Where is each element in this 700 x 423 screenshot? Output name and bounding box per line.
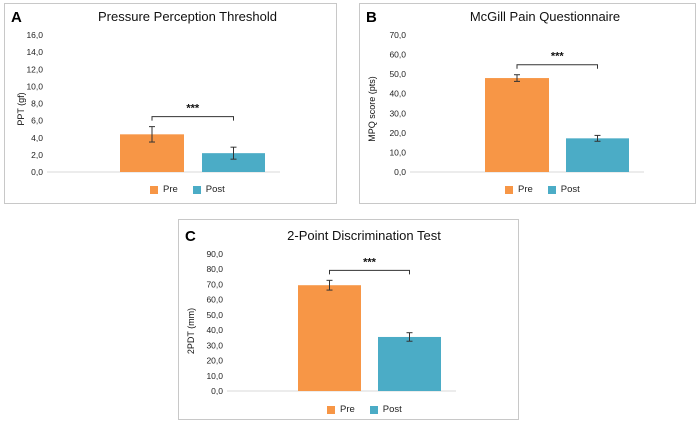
y-tick-label: 30,0	[206, 340, 223, 350]
y-tick-label: 70,0	[389, 30, 406, 40]
legend-swatch-pre	[327, 405, 335, 414]
y-tick-label: 50,0	[206, 310, 223, 320]
y-tick-label: 10,0	[26, 81, 43, 91]
bar-post	[378, 336, 441, 391]
y-tick-label: 2,0	[31, 150, 43, 160]
significance-bracket	[329, 269, 410, 275]
bar-post	[566, 138, 629, 172]
chart-svg: 0,0 10,0 20,0 30,0 40,0 50,0 60,0 70,0 80,0 90,0 *…	[206, 249, 456, 396]
panel-letter: B	[366, 9, 377, 26]
y-tick-label: 90,0	[206, 249, 223, 259]
y-tick-label: 20,0	[206, 356, 223, 366]
y-tick-label: 8,0	[31, 99, 43, 109]
significance-label: ***	[363, 256, 377, 268]
chart-svg: 0,0 2,0 4,0 6,0 8,0 10,0 12,0 14,0 16,0 ***	[26, 30, 280, 177]
y-tick-label: 50,0	[389, 69, 406, 79]
legend-label-pre: Pre	[163, 184, 178, 195]
chart-svg: 0,0 10,0 20,0 30,0 40,0 50,0 60,0 70,0 ***	[389, 30, 644, 177]
y-tick-label: 4,0	[31, 133, 43, 143]
legend-swatch-pre	[505, 185, 513, 194]
y-tick-label: 20,0	[389, 128, 406, 138]
significance-bracket	[151, 116, 234, 121]
legend-label-pre: Pre	[518, 184, 533, 195]
panel-a: A Pressure Perception Threshold PPT (gf)…	[4, 3, 337, 204]
panel-letter: C	[185, 228, 196, 245]
y-tick-label: 70,0	[206, 279, 223, 289]
y-tick-label: 40,0	[206, 325, 223, 335]
y-tick-label: 10,0	[206, 371, 223, 381]
y-tick-label: 60,0	[206, 295, 223, 305]
panel-c: C 2-Point Discrimination Test 2PDT (mm) …	[178, 219, 519, 420]
y-tick-label: 6,0	[31, 116, 43, 126]
significance-bracket	[516, 64, 598, 69]
legend-swatch-post	[369, 405, 378, 414]
legend-swatch-pre	[150, 185, 158, 194]
y-tick-label: 16,0	[26, 30, 43, 40]
legend-swatch-post	[547, 185, 556, 194]
y-tick-label: 40,0	[389, 89, 406, 99]
legend-label-pre: Pre	[340, 404, 355, 415]
y-tick-label: 12,0	[26, 64, 43, 74]
y-tick-label: 80,0	[206, 264, 223, 274]
legend-label-post: Post	[382, 404, 402, 415]
chart-title: Pressure Perception Threshold	[98, 9, 277, 24]
significance-label: ***	[551, 51, 565, 63]
bar-post	[202, 153, 265, 172]
panel-letter: A	[11, 9, 22, 26]
y-tick-label: 0,0	[211, 386, 223, 396]
y-tick-label: 0,0	[31, 167, 43, 177]
legend: Pre Post	[327, 404, 402, 415]
panel-b: B McGill Pain Questionnaire MPQ score (p…	[359, 3, 696, 204]
bar-pre	[298, 285, 361, 391]
legend-swatch-post	[192, 185, 201, 194]
y-tick-label: 60,0	[389, 50, 406, 60]
legend: Pre Post	[150, 184, 225, 195]
bar-pre	[485, 78, 549, 172]
y-tick-label: 30,0	[389, 108, 406, 118]
legend: Pre Post	[505, 184, 580, 195]
legend-label-post: Post	[560, 184, 580, 195]
chart-title: McGill Pain Questionnaire	[469, 9, 621, 24]
y-tick-label: 14,0	[26, 47, 43, 57]
y-tick-label: 0,0	[394, 167, 406, 177]
chart-title: 2-Point Discrimination Test	[287, 228, 441, 243]
significance-label: ***	[186, 103, 200, 115]
y-tick-label: 10,0	[389, 147, 406, 157]
legend-label-post: Post	[205, 184, 225, 195]
